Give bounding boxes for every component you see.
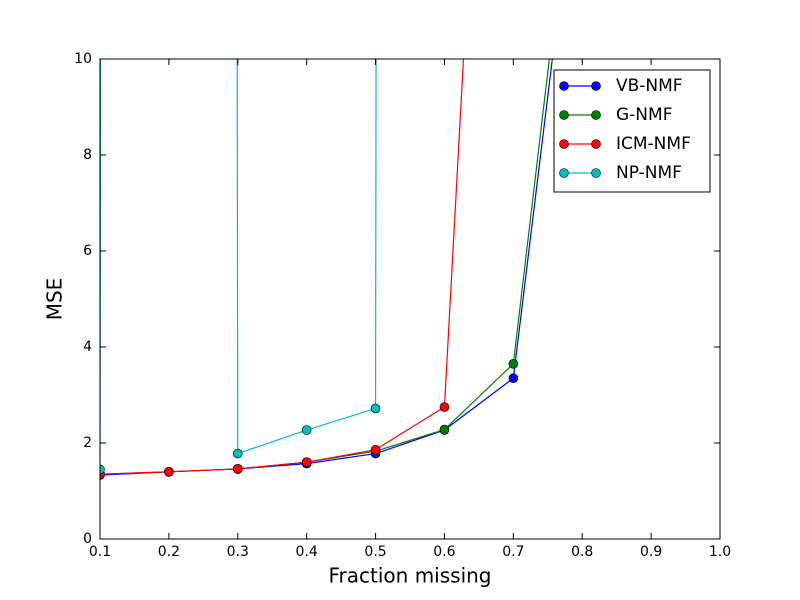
- y-tick-label: 2: [83, 435, 92, 451]
- data-point: [301, 457, 312, 468]
- legend-marker: [559, 168, 569, 178]
- x-tick-label: 0.5: [364, 544, 386, 560]
- x-tick-label: 0.6: [433, 544, 455, 560]
- x-tick-label: 0.8: [571, 544, 593, 560]
- x-axis-title: Fraction missing: [329, 564, 492, 588]
- series-line: [100, 59, 377, 470]
- data-point: [301, 425, 312, 435]
- y-tick-label: 0: [83, 531, 92, 547]
- legend-marker: [559, 81, 569, 91]
- x-tick-label: 0.1: [89, 544, 111, 560]
- legend-label: VB-NMF: [616, 76, 683, 96]
- legend-box: [553, 69, 711, 193]
- data-point: [370, 403, 381, 414]
- legend-label: G-NMF: [616, 105, 672, 125]
- x-tick-label: 0.3: [227, 544, 249, 560]
- x-tick-label: 0.4: [296, 544, 318, 560]
- data-point: [508, 358, 519, 369]
- x-tick-label: 0.7: [502, 544, 524, 560]
- plot-area: [100, 59, 553, 480]
- legend-marker: [591, 168, 601, 178]
- x-tick-label: 1.0: [709, 544, 731, 560]
- legend-marker: [591, 81, 601, 91]
- data-point: [100, 464, 105, 475]
- y-tick-label: 8: [83, 147, 92, 163]
- data-point: [508, 373, 519, 384]
- y-tick-label: 4: [83, 339, 92, 355]
- legend-marker: [591, 139, 601, 149]
- axes-frame: [99, 58, 721, 540]
- data-point: [439, 402, 450, 412]
- data-point: [232, 464, 243, 474]
- data-point: [164, 466, 174, 477]
- y-tick-label: 10: [74, 51, 92, 67]
- x-tick-label: 0.9: [640, 544, 662, 560]
- legend-label: ICM-NMF: [616, 134, 691, 154]
- legend-marker: [591, 110, 601, 120]
- x-tick-label: 0.2: [158, 544, 180, 560]
- data-point: [232, 448, 243, 459]
- y-tick-label: 6: [83, 243, 92, 259]
- legend-marker: [559, 110, 569, 120]
- legend-marker: [559, 139, 569, 149]
- data-point: [439, 424, 450, 435]
- data-point: [370, 444, 381, 455]
- legend-label: NP-NMF: [616, 163, 682, 183]
- y-axis-title: MSE: [43, 278, 67, 321]
